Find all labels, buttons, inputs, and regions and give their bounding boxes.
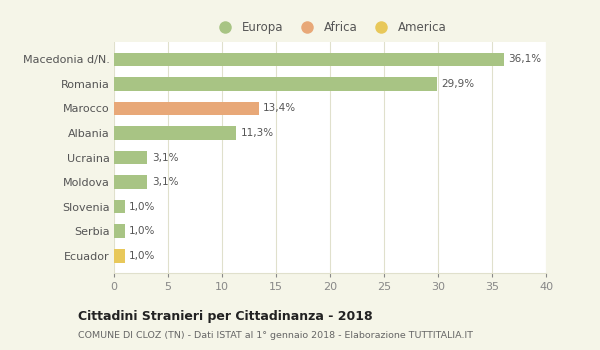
Bar (114, 151, 148, 164)
Text: 1,0%: 1,0% (129, 226, 155, 236)
Legend: Europa, Africa, America: Europa, Africa, America (210, 18, 450, 38)
Text: 3,1%: 3,1% (152, 153, 178, 162)
Bar (114, 224, 125, 238)
Bar (114, 52, 504, 66)
Text: Cittadini Stranieri per Cittadinanza - 2018: Cittadini Stranieri per Cittadinanza - 2… (78, 310, 373, 323)
Text: COMUNE DI CLOZ (TN) - Dati ISTAT al 1° gennaio 2018 - Elaborazione TUTTITALIA.IT: COMUNE DI CLOZ (TN) - Dati ISTAT al 1° g… (78, 331, 473, 340)
Text: 3,1%: 3,1% (152, 177, 178, 187)
Bar (114, 102, 259, 115)
Text: 11,3%: 11,3% (241, 128, 274, 138)
Bar (114, 126, 236, 140)
Bar (114, 249, 125, 262)
Bar (114, 200, 125, 214)
Text: 36,1%: 36,1% (508, 54, 541, 64)
Text: 1,0%: 1,0% (129, 202, 155, 212)
Bar (114, 175, 148, 189)
Bar (114, 77, 437, 91)
Text: 1,0%: 1,0% (129, 251, 155, 261)
Text: 13,4%: 13,4% (263, 103, 296, 113)
Text: 29,9%: 29,9% (441, 79, 475, 89)
